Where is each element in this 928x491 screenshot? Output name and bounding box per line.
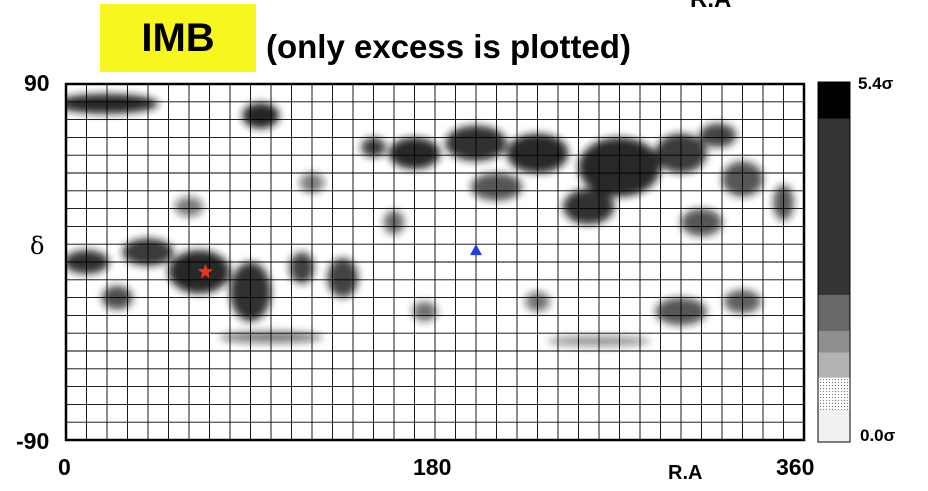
triangle-marker [470, 244, 482, 256]
colorbar-max-label: 5.4σ [858, 74, 894, 93]
colorbar-min-label: 0.0σ [860, 426, 896, 445]
x-tick-label-0: 0 [58, 454, 71, 480]
colorbar-step-5 [818, 118, 850, 295]
y-tick-label-bottom: -90 [16, 428, 50, 454]
y-tick-label-top: 90 [24, 70, 50, 96]
colorbar-step-4 [818, 294, 850, 331]
excess-region-0 [66, 93, 159, 114]
detector-badge: IMB [100, 4, 256, 72]
colorbar-step-3 [818, 330, 850, 353]
excess-region-8 [699, 123, 737, 148]
excess-region-17 [327, 258, 359, 298]
colorbar-step-1 [818, 377, 850, 411]
detector-badge-label: IMB [141, 15, 215, 60]
y-axis-label: δ [30, 232, 45, 260]
x-tick-label-360: 360 [776, 454, 815, 480]
colorbar-step-0 [818, 409, 850, 443]
excess-region-24 [412, 301, 438, 322]
x-axis-label: R.A [668, 462, 703, 484]
excess-region-1 [242, 102, 280, 129]
colorbar-step-2 [818, 352, 850, 378]
excess-region-16 [289, 252, 315, 284]
star-marker [197, 263, 213, 279]
plot-frame [64, 82, 806, 442]
top-fragment-label: R.A [690, 0, 731, 14]
x-tick-label-180: 180 [413, 454, 452, 480]
excess-region-10 [563, 188, 615, 225]
chart-subtitle: (only excess is plotted) [266, 28, 631, 65]
colorbar-frame [817, 81, 851, 443]
colorbar-step-6 [818, 82, 850, 119]
excess-region-14 [168, 250, 230, 294]
